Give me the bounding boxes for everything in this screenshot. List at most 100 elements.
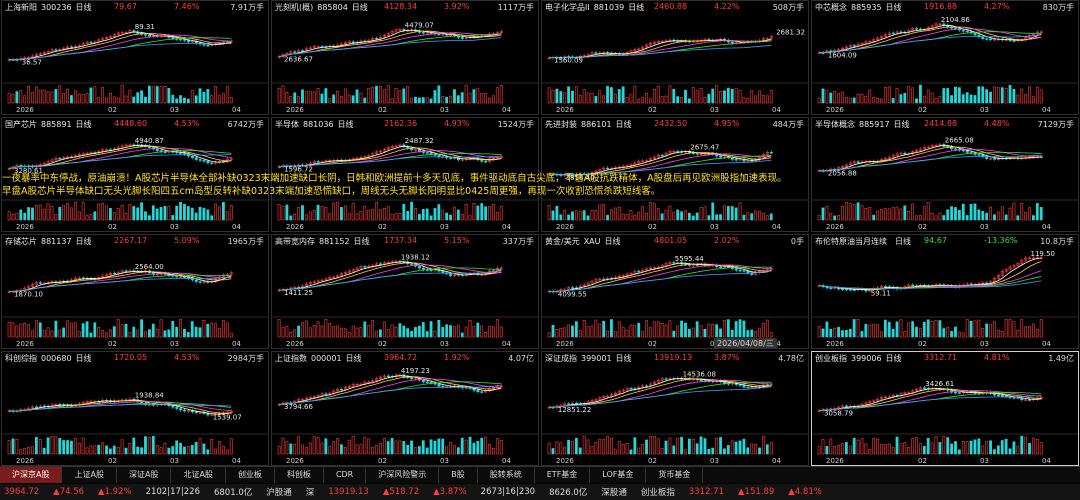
volume-bar <box>563 92 567 104</box>
tab[interactable]: B股 <box>439 467 478 483</box>
volume-bar <box>907 446 911 455</box>
candle-body <box>210 162 214 165</box>
candle-body <box>649 43 653 46</box>
tab[interactable]: 沪深风险警示 <box>366 467 440 483</box>
volume-bar <box>23 448 27 455</box>
candle-body <box>734 159 738 161</box>
stock-name: 创业板指 <box>815 354 847 363</box>
x-axis-label: 02 <box>648 223 657 231</box>
volume-bar <box>551 89 555 104</box>
candle-body <box>668 378 672 380</box>
volume-bar <box>198 206 202 221</box>
stock-code: 881039 <box>593 3 625 12</box>
volume-bar <box>15 325 19 338</box>
volume-bar <box>363 205 367 221</box>
candle-body <box>629 164 633 166</box>
volume-bar <box>159 319 163 338</box>
volume-bar <box>31 92 34 104</box>
tab[interactable]: 创业板 <box>226 467 275 483</box>
candle-body <box>50 159 54 162</box>
volume-bar <box>652 321 656 338</box>
tab[interactable]: ETF基金 <box>535 467 591 483</box>
candle-body <box>425 152 429 154</box>
candle-body <box>31 55 35 58</box>
volume-bar <box>684 449 687 455</box>
volume-bar <box>289 443 293 455</box>
volume-bar <box>942 328 946 338</box>
volume-bar <box>876 438 879 455</box>
volume-bar <box>218 441 221 455</box>
tab[interactable]: 沪深京A股 <box>0 467 63 483</box>
volume-bar <box>316 88 320 104</box>
volume-bar <box>598 90 602 104</box>
candle-body <box>34 282 38 285</box>
tab[interactable]: 科创板 <box>275 467 324 483</box>
x-axis-label: 02 <box>378 340 387 348</box>
candle-body <box>382 149 386 152</box>
volume-bar <box>915 98 918 104</box>
volume-bar <box>578 211 582 221</box>
volume-bar <box>484 332 488 338</box>
low-label: 1411.25 <box>284 289 313 297</box>
x-axis-label: 04 <box>232 223 241 231</box>
x-axis-label: 03 <box>440 340 449 348</box>
volume-bar <box>1004 214 1008 221</box>
candle-body <box>1024 399 1028 401</box>
volume-bar <box>687 212 691 221</box>
candle-body <box>328 276 332 280</box>
candle-body <box>301 399 305 401</box>
volume-bar <box>472 202 476 221</box>
volume-bar <box>402 441 406 455</box>
change: 3.87% <box>714 353 740 362</box>
volume-bar <box>695 443 699 455</box>
volume-bar <box>719 437 722 455</box>
volume-bar <box>993 321 996 338</box>
volume-bar <box>911 438 915 455</box>
x-axis-label: 2026 <box>16 457 34 465</box>
volume-bar <box>563 327 567 338</box>
candle-body <box>911 390 915 393</box>
volume-bar <box>551 448 555 455</box>
volume-bar <box>734 441 738 455</box>
volume-bar <box>817 446 821 455</box>
tab[interactable]: 北证A股 <box>171 467 226 483</box>
candle-body <box>652 156 656 159</box>
volume-bar <box>1008 85 1012 104</box>
volume-bar <box>445 212 449 221</box>
volume-bar <box>645 439 648 455</box>
volume-bar <box>136 329 140 338</box>
candle-body <box>719 266 723 268</box>
x-axis-label: 02 <box>918 457 927 465</box>
tab[interactable]: 上证A股 <box>62 467 117 483</box>
x-axis-label: 2026 <box>556 457 574 465</box>
volume-bar <box>46 437 50 455</box>
volume-bar <box>934 320 938 338</box>
moving-average <box>549 379 772 408</box>
x-axis-label: 02 <box>648 457 657 465</box>
tab[interactable]: 股转系统 <box>478 467 535 483</box>
volume-bar <box>81 94 85 104</box>
candle-body <box>460 37 464 39</box>
tab[interactable]: LOF基金 <box>590 467 647 483</box>
tab[interactable]: 货币基金 <box>646 467 704 483</box>
tab[interactable]: 深证A股 <box>117 467 172 483</box>
candle-body <box>641 385 645 388</box>
candle-body <box>198 281 202 283</box>
tab[interactable]: CDR <box>324 467 367 483</box>
candle-body <box>621 389 625 392</box>
volume-bar <box>23 95 27 104</box>
volume-bar <box>429 321 433 338</box>
candle-body <box>919 387 923 390</box>
volume-bar <box>308 327 312 338</box>
volume-bar <box>476 205 480 221</box>
volume-bar <box>750 90 754 104</box>
volume-bar <box>210 322 214 338</box>
candle-body <box>38 53 42 55</box>
candle-body <box>316 161 320 163</box>
moving-average <box>279 30 502 58</box>
volume-bar <box>695 321 699 338</box>
volume-bar <box>351 203 355 221</box>
candle-body <box>449 157 453 159</box>
candle-body <box>833 287 837 289</box>
